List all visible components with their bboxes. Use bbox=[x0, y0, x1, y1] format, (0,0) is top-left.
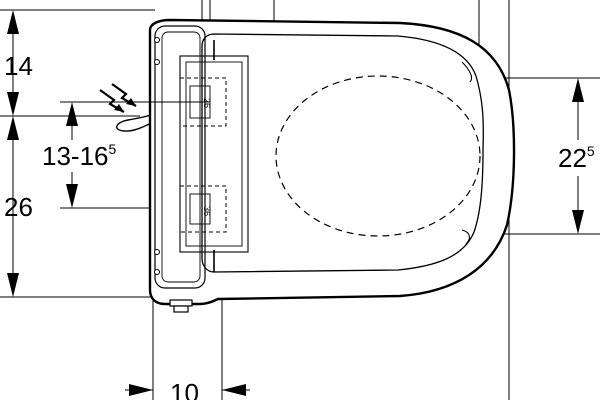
dimension-top-height: 14 bbox=[4, 10, 33, 116]
dimension-bottom-width-label: 10 bbox=[170, 378, 199, 400]
dimension-seat-depth: 225 bbox=[558, 78, 595, 234]
dimension-range-superscript: 5 bbox=[109, 141, 117, 157]
housing-screws bbox=[154, 37, 160, 275]
electric-connection-icon bbox=[99, 83, 137, 113]
seat-outer-outline bbox=[148, 18, 516, 306]
dimension-top-height-label: 14 bbox=[4, 51, 33, 81]
power-cable bbox=[116, 111, 189, 132]
water-connector bbox=[169, 299, 193, 313]
dimension-bottom-width: 10 bbox=[125, 378, 250, 400]
dimension-seat-depth-superscript: 5 bbox=[587, 143, 595, 159]
connection-lower-label: 36 bbox=[202, 206, 212, 216]
seat-lid-outline bbox=[201, 33, 484, 273]
connection-upper-label: 26 bbox=[202, 98, 212, 108]
bowl-opening-dashed bbox=[275, 75, 481, 237]
connection-box-lower: 36 bbox=[179, 185, 227, 233]
dimension-range-main: 13-16 bbox=[42, 141, 109, 171]
lid-edge-upper bbox=[461, 61, 473, 83]
dimension-bottom-height: 26 bbox=[4, 116, 33, 297]
dimension-connection-range-label: 13-165 bbox=[42, 141, 117, 171]
dimension-seat-depth-label: 225 bbox=[558, 143, 595, 173]
dimension-bottom-height-label: 26 bbox=[4, 192, 33, 222]
dimension-seat-depth-main: 22 bbox=[558, 143, 587, 173]
rear-housing bbox=[154, 25, 249, 289]
dimension-connection-range: 13-165 bbox=[42, 102, 117, 208]
lid-edge-lower bbox=[461, 229, 471, 245]
